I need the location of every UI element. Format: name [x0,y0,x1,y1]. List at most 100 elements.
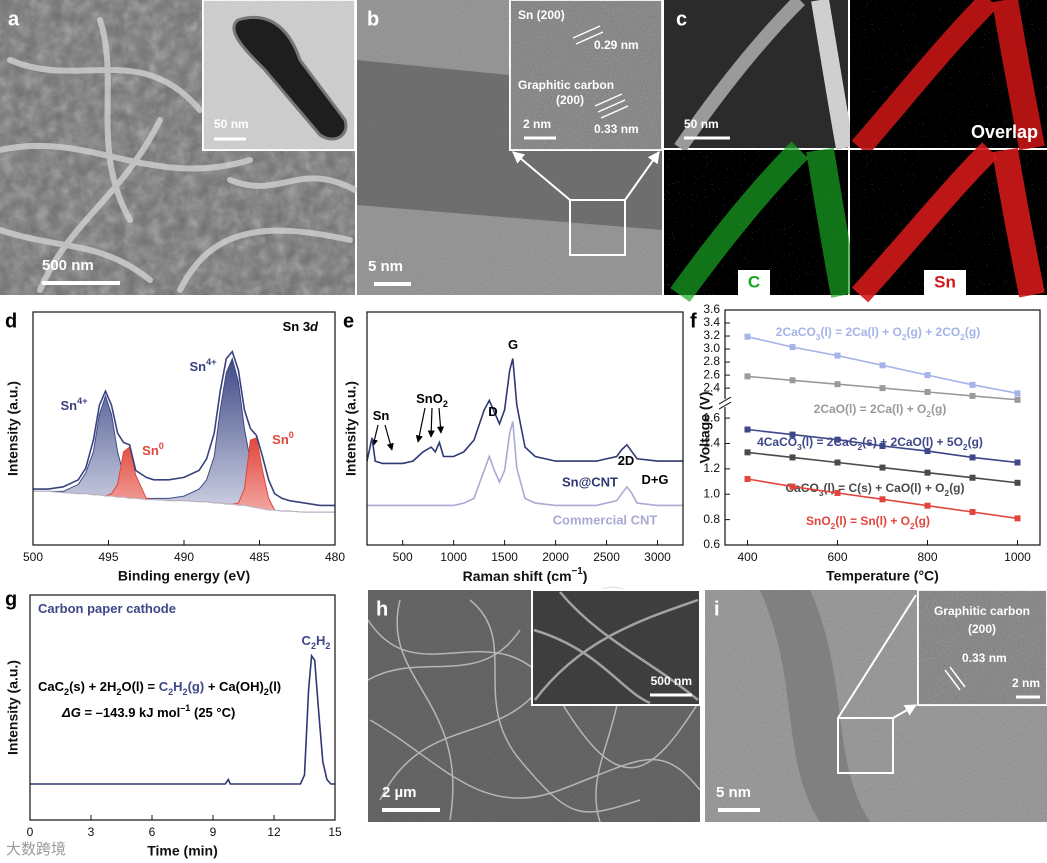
nanotubes [0,17,358,293]
fiber [533,628,651,705]
x-tick-label: 1000 [440,550,467,564]
annotation: Sn [373,408,390,423]
marker [834,436,841,443]
marker [879,443,886,450]
y-tick-label: 1.0 [703,486,720,500]
plot-frame [724,309,1041,546]
annotation: Sn4+ [61,396,88,413]
text-part: 0 [289,430,294,440]
x-tick-label: 800 [917,550,937,564]
zoom-box [837,717,894,774]
text-part: Sn [272,432,289,447]
panel-label: a [8,8,20,30]
subscript: 2 [183,687,188,697]
chart-f: 2CaCO3(l) = 2Ca(l) + O2(g) + 2CO2(g) 2CaO… [690,302,1041,584]
label-box [738,270,770,295]
arrow [436,407,445,434]
c-signal [670,141,809,303]
scale-bar-label: 2 nm [523,117,551,131]
c-signal [806,147,859,298]
panel-label: i [714,598,720,620]
subscript: 2 [831,521,836,531]
marker [969,509,976,516]
text-part: Sn [142,443,159,458]
x-tick-label: 2500 [593,550,620,564]
subscript: 2 [443,399,448,409]
scale-bar-label: 500 nm [42,257,94,274]
x-tick-label: 3 [88,825,95,839]
text-part: Sn [373,408,390,423]
y-tick-label: 0.6 [703,537,720,551]
marker [789,344,796,351]
x-axis-label: Raman shift (cm−1) [463,566,588,584]
subscript: 2 [910,521,915,531]
x-tick-label: 12 [267,825,281,839]
panel-i: i Graphitic carbon (200) 0.33 nm 2 nm 5 … [705,589,1047,822]
scale-bar-label: 2 nm [1012,676,1040,690]
scale-bar-label: 500 nm [651,674,692,688]
panel-label: g [5,588,17,610]
y-tick-label: 3.2 [703,328,720,342]
text-part: Carbon paper cathode [38,601,176,616]
x-tick-label: 0 [27,825,34,839]
text-part: ΔG [61,705,81,720]
fiber [559,591,699,701]
text-part: C2H2 [302,633,331,651]
series-label: SnO2(l) = Sn(l) + O2(g) [806,514,930,531]
panel-b: b Sn (200) 0.29 nm Graphitic carbon (200… [357,0,663,295]
y-tick-label: 3.0 [703,341,720,355]
annotation: CaC2(s) + 2H2O(l) = C2H2(g) + Ca(OH)2(l) [38,679,281,697]
marker [924,372,931,379]
line [33,349,335,507]
sn-signal [851,0,998,156]
fibers [533,591,699,705]
inset-label: 0.33 nm [962,651,1007,665]
peak-arrows [370,407,445,451]
zoom-box [569,199,626,256]
marker [744,426,751,433]
subscript: 3 [819,488,824,498]
nanotube [227,175,358,193]
marker [1014,515,1021,522]
text-part: Raman shift (cm [463,568,572,584]
subscript: 2 [926,409,931,419]
y-tick-label: 2.4 [703,380,720,394]
x-tick-label: 9 [210,825,217,839]
sn-signal [992,0,1045,151]
scale-bar-label: 50 nm [684,117,719,131]
text-part: + Ca(OH)2(l) [204,679,281,697]
text-part: CaC2(s) + 2H2O(l) = [38,679,159,697]
line [33,490,335,513]
marker [924,502,931,509]
y-tick-label: 0.8 [703,512,720,526]
subscript: 2 [945,488,950,498]
text-part: Sn 3 [283,319,310,334]
marker [969,392,976,399]
marker [969,454,976,461]
panel-label: f [690,310,697,332]
subscript: 3 [816,332,821,342]
subscript: 2 [311,641,316,651]
x-tick-label: 500 [23,550,43,564]
x-tick-label: 1500 [491,550,518,564]
subscript: 2 [963,442,968,452]
arrow [384,424,394,451]
lattice-line [575,31,604,45]
text-part: SnO2 [416,391,448,409]
zoom-line [837,594,917,719]
marker [1014,390,1021,397]
marker [1014,479,1021,486]
lattice-line [597,99,626,113]
y-tick-label: 1.2 [703,461,720,475]
lattice-marker [572,25,629,119]
annotation: Sn0 [142,441,164,458]
lattice-line [944,669,961,691]
zoom-arrow [624,151,660,201]
axis-break [718,396,732,405]
chart-g: 0 3 6 9 12 15 Time (min) Intensity (a.u.) g Carbo… [5,588,342,858]
panel-label: h [376,598,388,620]
lattice-marker [944,666,966,691]
map-label: Overlap [971,122,1038,142]
panel-h: h 2 µm 500 nm [367,586,701,823]
